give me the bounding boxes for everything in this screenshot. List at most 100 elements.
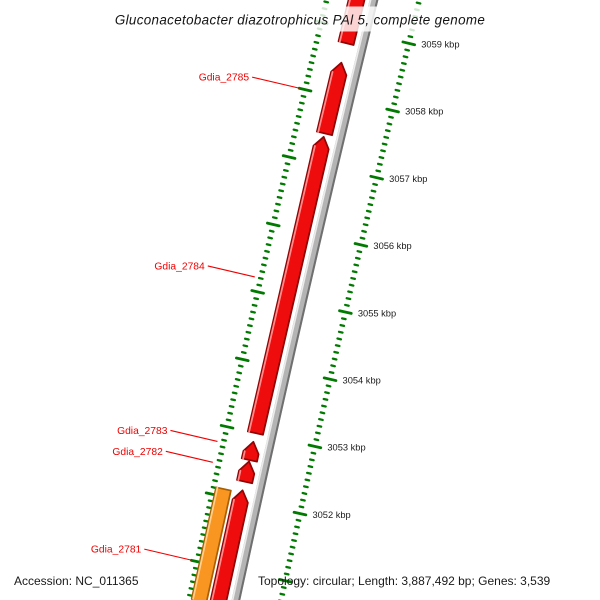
ruler-tick-major [292,510,308,517]
ruler-tick-minor [198,539,205,543]
ruler-tick-minor [315,34,321,38]
ruler-tick-minor [292,532,299,536]
ruler-tick-minor [298,505,305,509]
ruler-tick-minor [289,141,296,146]
ruler-tick-minor [324,391,330,395]
gene-arrow-highlight [242,450,246,460]
ruler-tick-label: 3053 kbp [327,443,365,453]
gene-callout-line [207,265,255,278]
gene-label-Gdia_2781[interactable]: Gdia_2781 [91,545,142,556]
ruler-tick-minor [351,270,358,274]
ruler-tick-minor [367,203,374,207]
gene-arrow-Gdia_2785[interactable] [316,61,348,137]
ruler-tick-minor [259,270,266,274]
backbone-shade [238,0,379,600]
gene-arrow-Gdia_2784[interactable] [246,135,330,436]
ruler-tick-minor [345,297,352,301]
ruler-tick-minor [294,525,300,529]
gene-arrow-Gdia_2783[interactable] [240,440,260,463]
ruler-tick-minor [257,276,264,280]
ruler-tick-label: 3054 kbp [343,375,381,385]
gene-arrow-Gdia_2781[interactable] [190,486,232,600]
ruler-tick-minor [247,324,253,328]
ruler-tick-minor [397,75,404,79]
ruler-tick-minor [328,370,335,375]
ruler-tick-minor [222,431,229,436]
ruler-tick-minor [265,243,272,247]
ruler-tick-minor [402,55,409,59]
ruler-tick-minor [319,411,326,415]
ruler-tick-minor [219,445,226,449]
gene-label-Gdia_2782[interactable]: Gdia_2782 [112,447,163,458]
ruler-tick-minor [383,135,390,139]
ruler-tick-minor [291,538,297,542]
ruler-tick-minor [318,417,324,422]
plot-title: Gluconacetobacter diazotrophicus PAl 5, … [115,13,485,28]
genes-layer [190,0,366,600]
gene-label-Gdia_2783[interactable]: Gdia_2783 [117,426,168,437]
ruler-tick-minor [250,310,256,314]
ruler-tick-minor [285,565,292,569]
ruler-tick-minor [396,82,402,86]
ruler-tick-minor [290,135,297,139]
ruler-tick-minor [240,351,247,355]
ruler-tick-minor [197,546,204,550]
ruler-tick-minor [256,283,263,287]
ruler-tick-minor [347,290,353,294]
ruler-tick-minor [323,0,330,4]
ruler-tick-minor [308,458,315,462]
ruler-tick-minor [279,592,286,596]
ruler-tick-minor [284,162,291,166]
gene-label-Gdia_2785[interactable]: Gdia_2785 [199,73,250,84]
ruler-tick-minor [344,303,350,307]
ruler-tick-minor [191,573,198,577]
ruler-tick-major [235,356,250,363]
gene-label-Gdia_2784[interactable]: Gdia_2784 [154,261,205,272]
ruler-tick-minor [356,250,363,254]
ruler-tick-minor [330,364,336,368]
ruler-tick-minor [288,552,294,556]
ruler-tick-major [277,578,293,584]
ruler-tick-major [353,242,369,248]
ruler-tick-minor [322,397,329,401]
ruler-tick-minor [310,451,317,455]
ruler-tick-major [297,86,313,93]
ruler-tick-minor [275,202,281,206]
gene-arrow-Gdia_2782[interactable] [236,460,256,485]
ruler-tick-minor [200,533,207,537]
ruler-tick-minor [234,378,241,382]
ruler-tick-minor [325,384,332,388]
ruler-tick-minor [218,452,224,456]
ruler-tick-minor [303,485,309,489]
ruler-tick-minor [264,249,270,253]
ruler-tick-minor [280,585,287,590]
ruler-tick-minor [282,168,289,173]
ruler-tick-minor [333,350,340,354]
ruler-tick-minor [215,465,221,469]
backbone-layer [231,0,379,600]
ruler-tick-minor [286,559,293,563]
ruler-tick-minor [242,344,249,348]
ruler-tick-minor [362,223,369,227]
gene-callout-line [170,429,218,442]
ruler-tick-minor [245,330,252,334]
gene-arrow-highlight [248,145,316,433]
ruler-tick-minor [372,182,378,186]
ruler-ticks-layer [187,0,422,600]
ruler-tick-minor [206,506,213,510]
ruler-tick-minor [210,485,217,489]
ruler-tick-label: 3059 kbp [421,40,459,50]
ruler-tick-minor [243,337,250,341]
ruler-tick-minor [281,175,288,179]
ruler-tick-minor [295,518,302,522]
ruler-tick-minor [399,68,406,72]
ruler-tick-minor [375,169,382,173]
ruler-tick-minor [192,566,199,570]
ruler-tick-minor [415,1,422,5]
ruler-tick-minor [289,545,296,549]
ruler-tick-minor [334,344,341,348]
gene-arrow-unnamed-6[interactable] [209,489,249,600]
ruler-tick-major [307,443,323,450]
ruler-tick-minor [201,526,208,530]
ruler-tick-label: 3056 kbp [373,241,411,251]
